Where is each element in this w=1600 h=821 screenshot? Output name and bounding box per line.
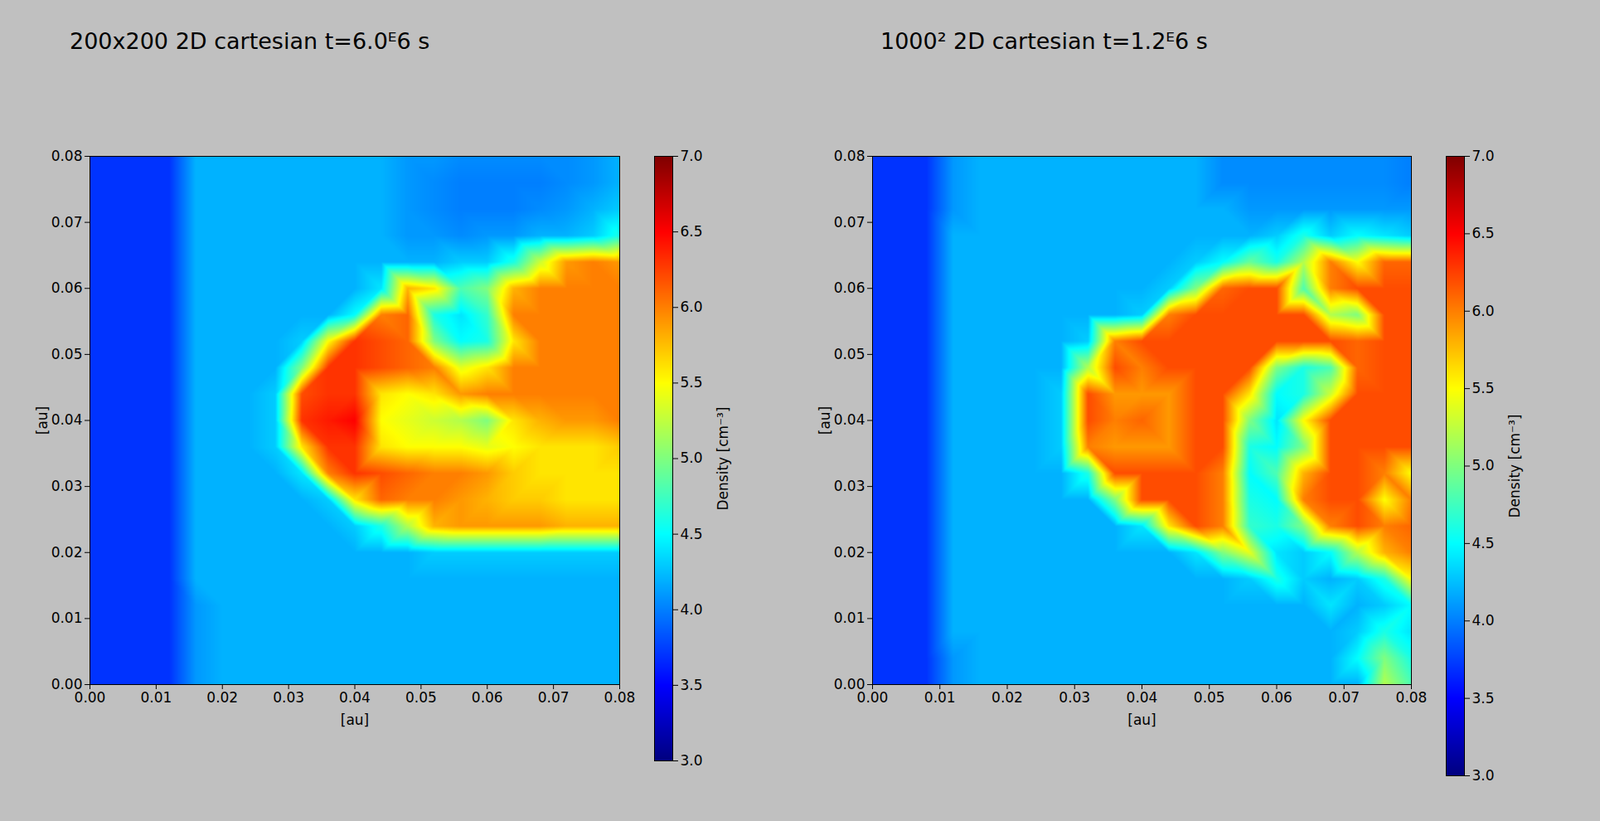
svg-text:5.0: 5.0 bbox=[680, 449, 704, 466]
svg-text:0.04: 0.04 bbox=[1126, 688, 1159, 706]
svg-text:0.07: 0.07 bbox=[833, 213, 866, 231]
svg-text:0.05: 0.05 bbox=[1193, 688, 1226, 706]
svg-text:5.0: 5.0 bbox=[1472, 456, 1495, 474]
svg-text:0.01: 0.01 bbox=[924, 688, 956, 706]
svg-text:0.07: 0.07 bbox=[538, 688, 570, 706]
svg-text:0.06: 0.06 bbox=[471, 688, 504, 706]
svg-text:Density [cm⁻³]: Density [cm⁻³] bbox=[1506, 414, 1523, 519]
svg-text:[au]: [au] bbox=[33, 406, 51, 435]
svg-text:0.00: 0.00 bbox=[74, 688, 107, 706]
svg-text:[au]: [au] bbox=[1127, 711, 1156, 728]
svg-text:0.02: 0.02 bbox=[991, 688, 1024, 706]
svg-text:0.07: 0.07 bbox=[51, 213, 83, 231]
svg-text:Density [cm⁻³]: Density [cm⁻³] bbox=[714, 407, 732, 511]
svg-text:0.00: 0.00 bbox=[833, 675, 866, 693]
svg-text:4.5: 4.5 bbox=[680, 525, 704, 543]
svg-text:3.0: 3.0 bbox=[1472, 766, 1495, 784]
svg-text:5.5: 5.5 bbox=[680, 373, 704, 391]
svg-text:7.0: 7.0 bbox=[680, 147, 704, 165]
svg-text:0.04: 0.04 bbox=[339, 688, 371, 706]
svg-text:0.05: 0.05 bbox=[51, 345, 83, 363]
svg-text:0.03: 0.03 bbox=[51, 477, 83, 495]
svg-text:0.02: 0.02 bbox=[51, 543, 83, 561]
svg-text:0.08: 0.08 bbox=[51, 147, 83, 165]
svg-text:6.0: 6.0 bbox=[680, 298, 704, 316]
svg-text:0.07: 0.07 bbox=[1328, 688, 1360, 706]
svg-text:0.06: 0.06 bbox=[51, 279, 83, 296]
svg-text:5.5: 5.5 bbox=[1472, 379, 1495, 397]
svg-text:6.0: 6.0 bbox=[1472, 302, 1495, 320]
svg-text:[au]: [au] bbox=[816, 406, 834, 435]
svg-text:0.08: 0.08 bbox=[604, 688, 636, 706]
svg-text:3.5: 3.5 bbox=[1472, 689, 1495, 707]
svg-text:0.03: 0.03 bbox=[1058, 688, 1091, 706]
svg-text:0.04: 0.04 bbox=[51, 411, 83, 428]
svg-text:0.05: 0.05 bbox=[833, 345, 866, 363]
svg-text:0.01: 0.01 bbox=[51, 609, 83, 626]
svg-text:0.02: 0.02 bbox=[206, 688, 238, 706]
svg-text:[au]: [au] bbox=[340, 711, 369, 728]
svg-text:0.00: 0.00 bbox=[857, 688, 889, 706]
svg-text:0.00: 0.00 bbox=[51, 675, 83, 693]
svg-text:7.0: 7.0 bbox=[1472, 147, 1495, 165]
svg-text:0.01: 0.01 bbox=[140, 688, 172, 706]
svg-text:0.08: 0.08 bbox=[833, 147, 866, 165]
svg-text:0.06: 0.06 bbox=[833, 279, 866, 296]
svg-text:0.08: 0.08 bbox=[1396, 688, 1428, 706]
svg-text:4.0: 4.0 bbox=[1472, 611, 1495, 629]
svg-text:0.01: 0.01 bbox=[833, 609, 866, 626]
svg-text:0.03: 0.03 bbox=[833, 477, 866, 495]
svg-text:4.0: 4.0 bbox=[680, 601, 704, 618]
svg-text:0.06: 0.06 bbox=[1260, 688, 1293, 706]
svg-text:6.5: 6.5 bbox=[1472, 224, 1495, 242]
svg-text:0.04: 0.04 bbox=[833, 411, 866, 428]
svg-text:3.5: 3.5 bbox=[680, 676, 704, 694]
html-text:200x200 2D cartesian t=6.0ᴱ6 s: 200x200 2D cartesian t=6.0ᴱ6 s bbox=[69, 28, 430, 54]
svg-text:0.05: 0.05 bbox=[405, 688, 437, 706]
svg-text:4.5: 4.5 bbox=[1472, 534, 1495, 552]
svg-text:0.02: 0.02 bbox=[833, 543, 866, 561]
svg-text:6.5: 6.5 bbox=[680, 223, 704, 240]
html-text:1000² 2D cartesian t=1.2ᴱ6 s: 1000² 2D cartesian t=1.2ᴱ6 s bbox=[880, 28, 1208, 54]
svg-text:3.0: 3.0 bbox=[680, 751, 704, 769]
svg-text:0.03: 0.03 bbox=[272, 688, 305, 706]
